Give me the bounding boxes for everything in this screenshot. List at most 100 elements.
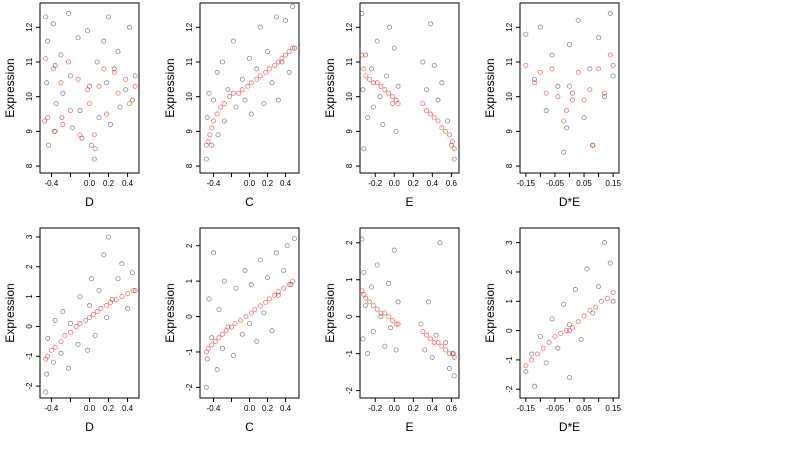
fitted-point bbox=[386, 90, 392, 96]
x-tick-label: -0.4 bbox=[207, 179, 221, 188]
y-tick-label: 9 bbox=[505, 129, 514, 134]
observed-point bbox=[448, 142, 454, 148]
fitted-point bbox=[266, 296, 272, 302]
observed-point bbox=[225, 87, 231, 93]
observed-point bbox=[209, 335, 215, 341]
fitted-point bbox=[599, 298, 605, 304]
x-tick-label: -0.05 bbox=[546, 179, 565, 188]
observed-point bbox=[380, 121, 386, 127]
fitted-point bbox=[52, 344, 58, 350]
fitted-point bbox=[126, 101, 132, 107]
observed-point bbox=[387, 24, 393, 30]
observed-point bbox=[115, 276, 121, 282]
fitted-point bbox=[427, 111, 433, 117]
observed-point bbox=[106, 14, 112, 20]
observed-point bbox=[92, 332, 98, 338]
observed-point bbox=[387, 325, 393, 331]
fitted-point bbox=[87, 101, 93, 107]
observed-point bbox=[555, 83, 561, 89]
y-tick-label: 12 bbox=[345, 22, 354, 31]
observed-point bbox=[537, 333, 543, 339]
observed-point bbox=[610, 298, 616, 304]
observed-point bbox=[543, 360, 549, 366]
fitted-point bbox=[236, 90, 242, 96]
observed-point bbox=[363, 303, 369, 309]
observed-point bbox=[53, 101, 59, 107]
y-tick-label: -2 bbox=[505, 385, 514, 393]
observed-point bbox=[96, 114, 102, 120]
x-tick-label: 0.4 bbox=[280, 404, 292, 413]
fitted-point bbox=[257, 303, 263, 309]
observed-point bbox=[584, 266, 590, 272]
fitted-point bbox=[529, 357, 535, 363]
observed-point bbox=[360, 336, 366, 342]
observed-point bbox=[125, 306, 131, 312]
observed-point bbox=[221, 278, 227, 284]
y-tick-label: -1 bbox=[185, 348, 194, 356]
observed-point bbox=[532, 76, 538, 82]
observed-point bbox=[88, 276, 94, 282]
fitted-point bbox=[123, 76, 129, 82]
observed-point bbox=[115, 49, 121, 55]
fitted-point bbox=[94, 309, 100, 315]
y-tick-label: 1 bbox=[505, 299, 514, 304]
plot-frame bbox=[39, 227, 140, 399]
x-tick-label: -0.2 bbox=[368, 404, 382, 413]
observed-point bbox=[219, 345, 225, 351]
y-tick-label: 0 bbox=[345, 314, 354, 319]
fitted-point bbox=[62, 332, 68, 338]
fitted-point bbox=[446, 351, 452, 357]
observed-point bbox=[106, 234, 112, 240]
observed-point bbox=[43, 14, 49, 20]
observed-point bbox=[123, 87, 129, 93]
fitted-point bbox=[130, 288, 136, 294]
fitted-point bbox=[58, 80, 64, 86]
observed-point bbox=[233, 285, 239, 291]
observed-point bbox=[204, 356, 210, 362]
fitted-point bbox=[581, 97, 587, 103]
observed-point bbox=[75, 341, 81, 347]
panel-3: -0.2 0.0 0.2 0.4 0.6 8 9 10 11 12 E Expression bbox=[323, 2, 460, 209]
y-axis-label: Expression bbox=[163, 58, 177, 117]
plot-frame bbox=[359, 227, 460, 399]
fitted-point bbox=[266, 66, 272, 72]
fitted-point bbox=[374, 306, 380, 312]
y-tick-label: 8 bbox=[25, 163, 34, 168]
fitted-point bbox=[567, 83, 573, 89]
observed-point bbox=[269, 80, 275, 86]
fitted-point bbox=[263, 299, 269, 305]
fitted-point bbox=[610, 62, 616, 68]
observed-point bbox=[77, 108, 83, 114]
fitted-point bbox=[243, 314, 249, 320]
fitted-point bbox=[50, 66, 56, 72]
y-axis-label: Expression bbox=[323, 58, 337, 117]
observed-point bbox=[291, 236, 297, 242]
observed-point bbox=[264, 49, 270, 55]
fitted-point bbox=[561, 118, 567, 124]
fitted-point bbox=[382, 310, 388, 316]
observed-point bbox=[567, 374, 573, 380]
fitted-point bbox=[111, 69, 117, 75]
observed-point bbox=[209, 142, 215, 148]
observed-point bbox=[422, 347, 428, 353]
observed-point bbox=[284, 243, 290, 249]
x-tick-label: 0.6 bbox=[446, 404, 458, 413]
fitted-point bbox=[248, 80, 254, 86]
fitted-point bbox=[67, 108, 73, 114]
fitted-point bbox=[378, 83, 384, 89]
fitted-point bbox=[290, 45, 296, 51]
observed-point bbox=[572, 287, 578, 293]
observed-point bbox=[549, 52, 555, 58]
y-tick-label: 10 bbox=[185, 92, 194, 101]
y-tick-label: 11 bbox=[185, 57, 194, 66]
fitted-point bbox=[207, 132, 213, 138]
x-axis-label: C bbox=[245, 195, 254, 209]
fitted-point bbox=[596, 66, 602, 72]
y-tick-label: 8 bbox=[345, 163, 354, 168]
fitted-point bbox=[90, 311, 96, 317]
fitted-point bbox=[439, 343, 445, 349]
observed-point bbox=[119, 261, 125, 267]
observed-point bbox=[581, 114, 587, 120]
panel-4: -0.15 -0.05 0.05 0.15 8 9 10 11 12 D*E Expression bbox=[483, 2, 622, 209]
y-axis-label: Expression bbox=[323, 283, 337, 342]
